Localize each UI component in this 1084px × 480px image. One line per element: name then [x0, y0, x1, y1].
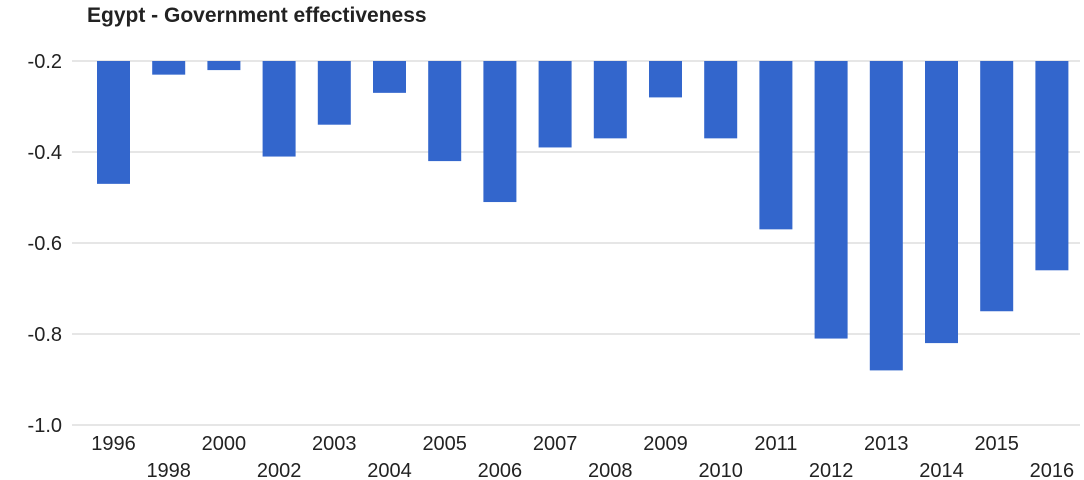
x-tick-label: 2012	[809, 460, 854, 480]
bar-2004	[373, 61, 406, 93]
bar-2002	[262, 61, 296, 157]
x-tick-label: 1996	[91, 433, 136, 455]
bar-2006	[483, 61, 517, 203]
bar-2015	[980, 61, 1014, 312]
x-tick-label: 2015	[974, 433, 1019, 455]
bar-2012	[814, 61, 848, 339]
bar-2007	[538, 61, 572, 148]
x-tick-label: 2004	[367, 460, 412, 480]
y-axis-ticks: -0.2 -0.4 -0.6 -0.8 -1.0	[28, 51, 62, 437]
bar-2013	[869, 61, 903, 371]
bar-2016	[1035, 61, 1069, 271]
y-tick-label: -1.0	[28, 415, 62, 437]
bar-1996	[97, 61, 130, 184]
gridlines	[72, 60, 1080, 426]
bar-2005	[428, 61, 462, 162]
bar-2009	[649, 61, 682, 98]
bar-2008	[593, 61, 627, 139]
bar-1998	[152, 61, 186, 75]
bar-2011	[759, 61, 793, 230]
y-tick-label: -0.6	[28, 233, 62, 255]
x-tick-label: 2016	[1030, 460, 1075, 480]
y-tick-label: -0.2	[28, 51, 62, 73]
x-tick-label: 2008	[588, 460, 633, 480]
bar-2003	[317, 61, 351, 125]
bar-2000	[207, 61, 241, 71]
bars	[97, 61, 1069, 371]
chart-title: Egypt - Government effectiveness	[87, 4, 427, 27]
x-tick-label: 2002	[257, 460, 302, 480]
bar-2014	[925, 61, 958, 344]
x-tick-label: 2013	[864, 433, 909, 455]
y-tick-label: -0.8	[28, 324, 62, 346]
x-axis-ticks: 1996 1998 2000 2002 2003 2004 2005 2006 2007 2008…	[91, 433, 1074, 480]
x-tick-label: 2011	[754, 433, 797, 455]
x-tick-label: 1998	[146, 460, 191, 480]
x-tick-label: 2003	[312, 433, 357, 455]
x-tick-label: 2000	[202, 433, 247, 455]
x-tick-label: 2009	[643, 433, 688, 455]
x-tick-label: 2005	[422, 433, 467, 455]
x-tick-label: 2006	[478, 460, 523, 480]
y-tick-label: -0.4	[28, 142, 62, 164]
bar-2010	[704, 61, 738, 139]
x-tick-label: 2010	[698, 460, 743, 480]
x-tick-label: 2007	[533, 433, 578, 455]
x-tick-label: 2014	[919, 460, 964, 480]
